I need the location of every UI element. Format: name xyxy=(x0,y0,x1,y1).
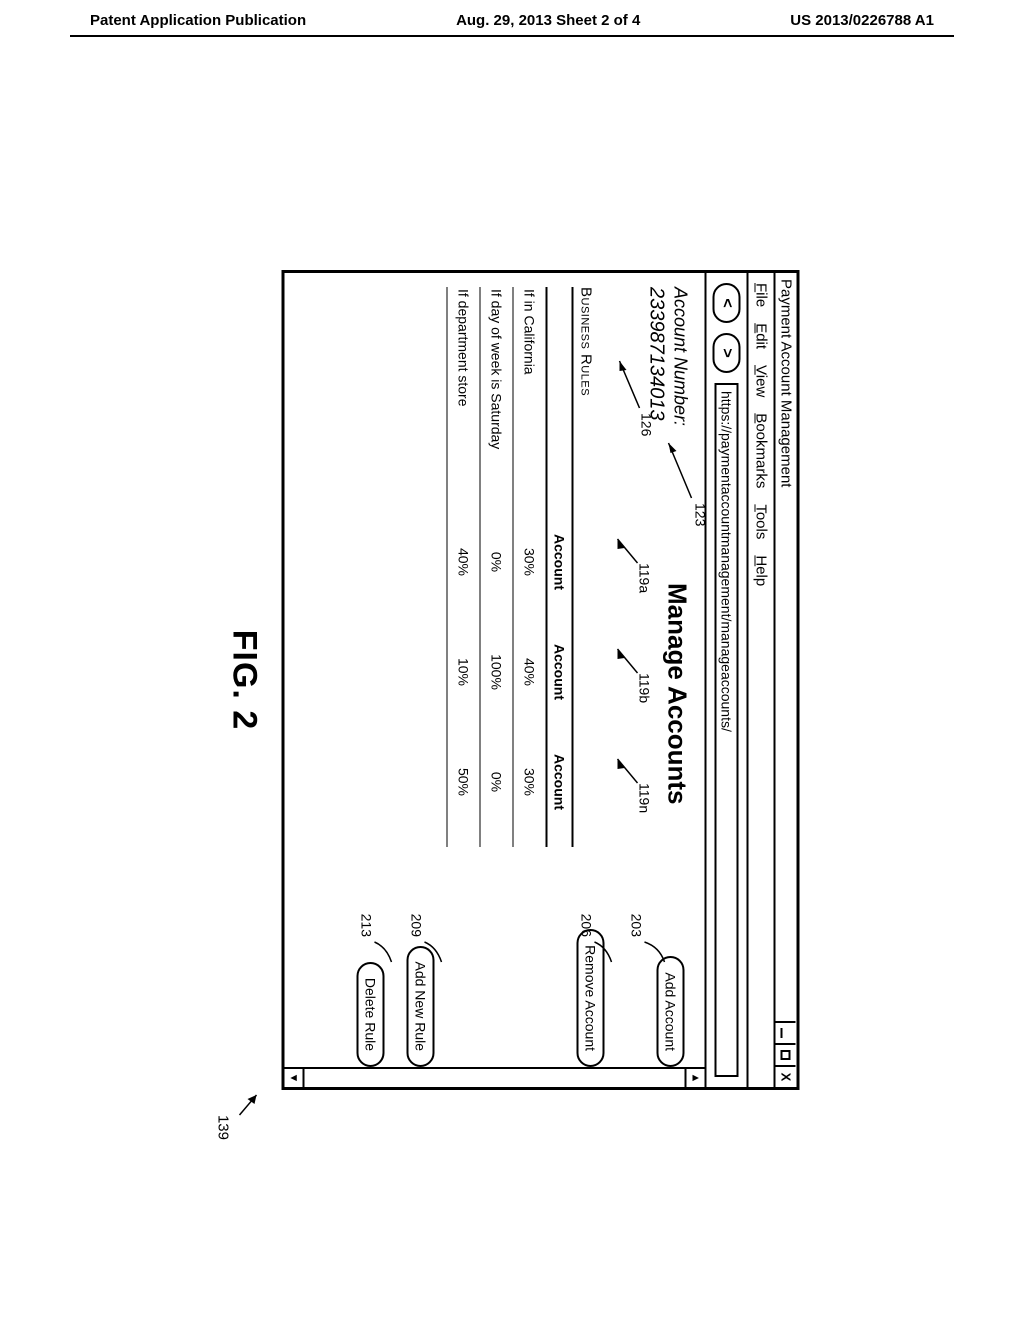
ref-209: 209 xyxy=(409,914,425,937)
col-header-account-b: Account xyxy=(548,617,572,727)
ref-203: 203 xyxy=(629,914,645,937)
add-account-button[interactable]: Add Account xyxy=(657,956,685,1067)
pct-cell: 30% xyxy=(514,727,546,837)
col-header-account-c: Account xyxy=(548,727,572,837)
menu-file[interactable]: File xyxy=(753,283,770,307)
menu-bookmarks[interactable]: Bookmarks xyxy=(753,413,770,488)
ref-206: 206 xyxy=(579,914,595,937)
pct-cell: 100% xyxy=(481,617,513,727)
menu-bar: File Edit View Bookmarks Tools Help xyxy=(747,273,774,1087)
pct-cell: 0% xyxy=(481,727,513,837)
menu-view[interactable]: View xyxy=(753,365,770,397)
rule-cell: If day of week is Saturday xyxy=(481,287,513,507)
menu-edit[interactable]: Edit xyxy=(753,323,770,349)
ref-139: 139 xyxy=(215,1115,232,1140)
close-button[interactable]: X xyxy=(776,1065,796,1087)
browser-window: Payment Account Management X File Edit V… xyxy=(282,270,800,1090)
arrow-icon xyxy=(613,533,643,568)
content-area: Account Number: 233987134013 Manage Acco… xyxy=(285,273,705,1087)
maximize-button[interactable] xyxy=(776,1043,796,1065)
scroll-down-icon[interactable]: ▼ xyxy=(285,1069,305,1087)
menu-tools[interactable]: Tools xyxy=(753,504,770,539)
ref-126: 126 xyxy=(639,413,655,436)
arrow-icon xyxy=(640,937,670,967)
header-rule xyxy=(70,35,954,37)
nav-row: < > https://paymentaccountmanagement/man… xyxy=(705,273,747,1087)
pct-cell: 30% xyxy=(514,507,546,617)
pct-cell: 10% xyxy=(448,617,480,727)
pct-cell: 0% xyxy=(481,507,513,617)
window-title: Payment Account Management xyxy=(776,273,797,1021)
arrow-icon xyxy=(615,353,645,413)
table-row: If day of week is Saturday 0% 100% 0% xyxy=(480,287,513,847)
ref-213: 213 xyxy=(359,914,375,937)
arrow-icon xyxy=(613,643,643,678)
arrow-icon xyxy=(370,937,395,967)
arrow-icon xyxy=(235,1090,260,1120)
rules-table: Account Account Account If in California… xyxy=(447,287,574,847)
back-button[interactable]: < xyxy=(713,283,741,323)
table-row: If department store 40% 10% 50% xyxy=(447,287,480,847)
pct-cell: 40% xyxy=(448,507,480,617)
ref-123: 123 xyxy=(693,503,709,526)
vertical-scrollbar[interactable]: ▲ ▼ xyxy=(285,1067,705,1087)
scroll-up-icon[interactable]: ▲ xyxy=(685,1069,705,1087)
forward-button[interactable]: > xyxy=(713,333,741,373)
arrow-icon xyxy=(667,433,697,503)
page-title: Manage Accounts xyxy=(662,583,693,805)
titlebar: Payment Account Management X xyxy=(774,273,797,1087)
menu-help[interactable]: Help xyxy=(753,555,770,586)
rule-cell: If in California xyxy=(514,287,546,507)
pct-cell: 40% xyxy=(514,617,546,727)
doc-header-left: Patent Application Publication xyxy=(90,12,306,29)
arrow-icon xyxy=(613,753,643,788)
delete-rule-button[interactable]: Delete Rule xyxy=(357,962,385,1067)
arrow-icon xyxy=(590,937,615,967)
arrow-icon xyxy=(420,937,445,967)
pct-cell: 50% xyxy=(448,727,480,837)
url-box[interactable]: https://paymentaccountmanagement/managea… xyxy=(715,383,739,1077)
minimize-button[interactable] xyxy=(776,1021,796,1043)
doc-header-center: Aug. 29, 2013 Sheet 2 of 4 xyxy=(456,12,640,29)
table-row: If in California 30% 40% 30% xyxy=(513,287,546,847)
col-header-account-a: Account xyxy=(548,507,572,617)
rule-cell: If department store xyxy=(448,287,480,507)
figure-label: FIG. 2 xyxy=(225,270,264,1090)
doc-header-right: US 2013/0226788 A1 xyxy=(790,12,934,29)
